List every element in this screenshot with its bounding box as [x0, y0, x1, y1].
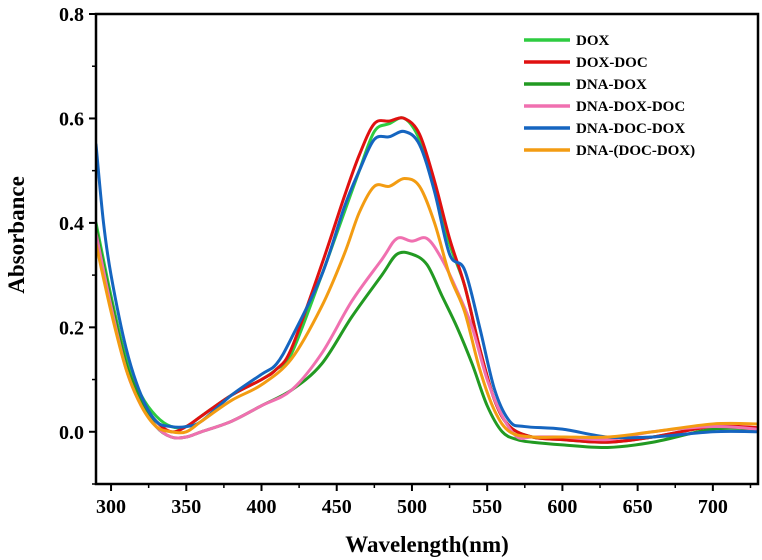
legend-label: DNA-DOX-DOC [576, 99, 685, 115]
y-tick-label: 0.4 [59, 213, 84, 235]
y-tick-label: 0.8 [59, 4, 84, 26]
x-tick-label: 600 [547, 496, 577, 518]
legend-label: DOX [576, 33, 610, 49]
x-tick-label: 550 [472, 496, 502, 518]
plot-frame [94, 12, 760, 486]
x-tick-label: 700 [698, 496, 728, 518]
x-tick-label: 300 [96, 496, 126, 518]
x-tick-label: 650 [623, 496, 653, 518]
series-line-dna-dox [96, 226, 758, 449]
legend-label: DNA-DOC-DOX [576, 121, 685, 137]
tick-layer: 300 350 400 450 500 550 600 650 700 0.0 0.2 0.4 0.6 0… [59, 4, 752, 518]
y-tick-label: 0.0 [59, 422, 84, 444]
x-axis-title: Wavelength(nm) [345, 532, 509, 557]
x-tick-label: 350 [171, 496, 201, 518]
series-line-dna-doc-dox [96, 129, 758, 440]
x-tick-label: 450 [322, 496, 352, 518]
legend-label: DOX-DOC [576, 55, 648, 71]
x-tick-label: 500 [397, 496, 427, 518]
y-tick-label: 0.2 [59, 317, 84, 339]
x-tick-label: 400 [247, 496, 277, 518]
y-tick-label: 0.6 [59, 108, 84, 130]
legend-label: DNA-DOX [576, 77, 647, 93]
series-layer [96, 116, 758, 449]
legend: DOX DOX-DOC DNA-DOX DNA-DOX-DOC DNA-DOC-DOX D… [524, 33, 695, 159]
y-axis-title: Absorbance [4, 176, 29, 294]
legend-label: DNA-(DOC-DOX) [576, 143, 695, 159]
series-line-dna-doc-dox [96, 177, 758, 439]
